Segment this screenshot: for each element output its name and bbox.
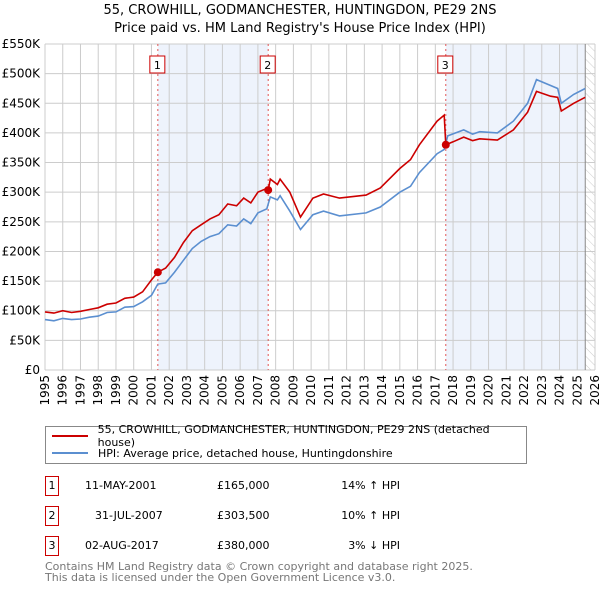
sale-point bbox=[264, 186, 273, 195]
chart-title: 55, CROWHILL, GODMANCHESTER, HUNTINGDON,… bbox=[103, 3, 497, 18]
sale-label: 1 bbox=[154, 59, 161, 72]
x-tick-label: 2013 bbox=[357, 375, 371, 406]
shaded-range bbox=[157, 44, 269, 370]
y-tick-label: £150K bbox=[2, 274, 42, 288]
x-tick-label: 2005 bbox=[215, 375, 229, 406]
transaction-hpi-diff: 3% ↓ HPI bbox=[348, 539, 400, 552]
x-tick-label: 2022 bbox=[517, 375, 531, 406]
sale-label: 2 bbox=[264, 59, 271, 72]
transaction-price: £303,500 bbox=[217, 509, 270, 522]
legend-swatch-property bbox=[52, 435, 88, 437]
x-tick-label: 2004 bbox=[198, 375, 212, 406]
legend-label-hpi: HPI: Average price, detached house, Hunt… bbox=[98, 446, 393, 460]
transaction-date: 02-AUG-2017 bbox=[85, 539, 159, 552]
x-tick-label: 2010 bbox=[304, 375, 318, 406]
x-tick-label: 2018 bbox=[446, 375, 460, 406]
x-tick-label: 2006 bbox=[233, 375, 247, 406]
x-tick-label: 2007 bbox=[251, 375, 265, 406]
x-tick-label: 2012 bbox=[340, 375, 354, 406]
legend-item-property: 55, CROWHILL, GODMANCHESTER, HUNTINGDON,… bbox=[52, 423, 526, 449]
x-tick-label: 2025 bbox=[570, 375, 584, 406]
x-tick-label: 1996 bbox=[56, 375, 70, 406]
footer-line-2: This data is licensed under the Open Gov… bbox=[45, 571, 396, 584]
x-tick-label: 1997 bbox=[74, 375, 88, 406]
series-line-property bbox=[44, 90, 586, 314]
x-tick-label: 1999 bbox=[109, 375, 123, 406]
legend: 55, CROWHILL, GODMANCHESTER, HUNTINGDON,… bbox=[45, 423, 527, 464]
x-tick-label: 1998 bbox=[91, 375, 105, 406]
transaction-price: £165,000 bbox=[217, 479, 270, 492]
chart-subtitle: Price paid vs. HM Land Registry's House … bbox=[114, 21, 486, 36]
footer-line-1: Contains HM Land Registry data © Crown c… bbox=[45, 560, 473, 573]
y-tick-label: £550K bbox=[2, 37, 42, 51]
transaction-marker: 1 bbox=[45, 476, 59, 496]
x-tick-label: 2016 bbox=[411, 375, 425, 406]
x-tick-label: 2002 bbox=[162, 375, 176, 406]
footer: Contains HM Land Registry data © Crown c… bbox=[45, 561, 473, 583]
x-tick-label: 2014 bbox=[375, 375, 389, 406]
x-tick-label: 2024 bbox=[553, 375, 567, 406]
y-tick-label: £50K bbox=[9, 333, 41, 347]
transaction-row: 3 02-AUG-2017 £380,000 3% ↓ HPI bbox=[45, 536, 445, 556]
transaction-row: 1 11-MAY-2001 £165,000 14% ↑ HPI bbox=[45, 476, 445, 496]
sale-point bbox=[153, 268, 162, 277]
transaction-date: 31-JUL-2007 bbox=[95, 509, 163, 522]
transaction-hpi-diff: 14% ↑ HPI bbox=[341, 479, 400, 492]
transaction-marker: 2 bbox=[45, 506, 59, 526]
y-tick-label: £300K bbox=[2, 185, 42, 199]
sale-label-box bbox=[259, 55, 276, 74]
x-tick-label: 1995 bbox=[38, 375, 52, 406]
x-tick-label: 2000 bbox=[127, 375, 141, 406]
x-tick-label: 2008 bbox=[269, 375, 283, 406]
sale-point bbox=[441, 140, 450, 149]
forecast-hatch bbox=[585, 44, 595, 370]
transaction-row: 2 31-JUL-2007 £303,500 10% ↑ HPI bbox=[45, 506, 445, 526]
x-tick-label: 2001 bbox=[145, 375, 159, 406]
sale-label: 3 bbox=[442, 59, 449, 72]
x-tick-label: 2011 bbox=[322, 375, 336, 406]
y-tick-label: £100K bbox=[2, 304, 42, 318]
y-tick-label: £0 bbox=[25, 363, 40, 377]
transaction-date: 11-MAY-2001 bbox=[85, 479, 157, 492]
x-tick-label: 2026 bbox=[588, 375, 600, 406]
price-chart: 1995 1996 1997 1998 1999 2000 2001 2002 2003 2004… bbox=[2, 37, 600, 406]
x-tick-label: 2021 bbox=[499, 375, 513, 406]
series-line-hpi bbox=[44, 78, 586, 322]
legend-item-hpi: HPI: Average price, detached house, Hunt… bbox=[52, 445, 393, 461]
y-tick-label: £200K bbox=[2, 244, 42, 258]
x-tick-label: 2003 bbox=[180, 375, 194, 406]
y-tick-label: £500K bbox=[2, 67, 42, 81]
x-tick-label: 2017 bbox=[428, 375, 442, 406]
y-tick-label: £400K bbox=[2, 126, 42, 140]
y-tick-label: £450K bbox=[2, 96, 42, 110]
transaction-marker: 3 bbox=[45, 536, 59, 556]
x-tick-label: 2020 bbox=[482, 375, 496, 406]
shaded-range bbox=[445, 44, 586, 370]
sale-label-box bbox=[149, 55, 166, 74]
x-tick-label: 2009 bbox=[286, 375, 300, 406]
x-tick-label: 2023 bbox=[535, 375, 549, 406]
y-tick-label: £250K bbox=[2, 215, 42, 229]
legend-label-property: 55, CROWHILL, GODMANCHESTER, HUNTINGDON,… bbox=[97, 423, 490, 449]
x-tick-label: 2019 bbox=[464, 375, 478, 406]
sale-label-box bbox=[437, 55, 454, 74]
y-tick-label: £350K bbox=[2, 156, 42, 170]
transaction-price: £380,000 bbox=[217, 539, 270, 552]
x-tick-label: 2015 bbox=[393, 375, 407, 406]
legend-swatch-hpi bbox=[52, 452, 88, 454]
transaction-hpi-diff: 10% ↑ HPI bbox=[341, 509, 400, 522]
